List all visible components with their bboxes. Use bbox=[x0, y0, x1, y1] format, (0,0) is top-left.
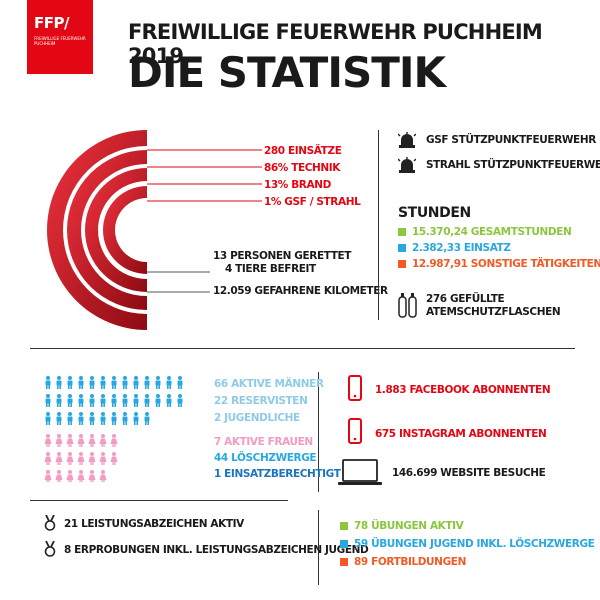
hours-einsatz: 2.382,33 EINSATZ bbox=[412, 242, 511, 254]
siren-icon bbox=[398, 157, 416, 173]
medal-icon bbox=[44, 541, 56, 557]
bottles-line2: ATEMSCHUTZFLASCHEN bbox=[426, 306, 561, 318]
bottles-line1: 276 GEFÜLLTE bbox=[426, 293, 505, 305]
stat-brand: 13% BRAND bbox=[264, 179, 331, 191]
stat-gerettet: 13 PERSONEN GERETTET bbox=[213, 250, 352, 262]
stat-kilometer: 12.059 GEFAHRENE KILOMETER bbox=[213, 285, 388, 297]
social-website: 146.699 WEBSITE BESUCHE bbox=[392, 467, 546, 479]
smartphone-icon bbox=[348, 375, 362, 401]
divider-mid bbox=[318, 372, 319, 492]
logo-org: FREIWILLIGE FEUERWEHR PUCHHEIM bbox=[34, 36, 86, 46]
training-uebungen-jugend: 59 ÜBUNGEN JUGEND INKL. LÖSCHZWERGE bbox=[354, 538, 595, 550]
legend-square-blue bbox=[398, 244, 406, 252]
legend-square-blue bbox=[340, 540, 348, 548]
operations-arcs bbox=[47, 130, 262, 330]
members-aktive-maenner: 66 AKTIVE MÄNNER bbox=[214, 378, 324, 390]
training-aktiv-row: 78 ÜBUNGEN AKTIV bbox=[340, 520, 464, 532]
social-instagram: 675 INSTAGRAM ABONNENTEN bbox=[375, 428, 547, 440]
members-einsatzberechtigt: 1 EINSATZBERECHTIGT bbox=[214, 468, 341, 480]
arc-technik bbox=[67, 150, 147, 310]
air-bottles-icon bbox=[398, 293, 417, 318]
page-subtitle: DIE STATISTIK bbox=[128, 48, 446, 97]
logo-abbr: FFP/ bbox=[34, 14, 69, 32]
training-uebungen-aktiv: 78 ÜBUNGEN AKTIV bbox=[354, 520, 464, 532]
members-loeschzwerge: 44 LÖSCHZWERGE bbox=[214, 452, 317, 464]
hours-heading: STUNDEN bbox=[398, 205, 471, 221]
stat-gsf: 1% GSF / STRAHL bbox=[264, 196, 361, 208]
hours-total: 15.370,24 GESAMTSTUNDEN bbox=[412, 226, 572, 238]
divider-horizontal bbox=[30, 348, 575, 349]
unit-gsf: GSF STÜTZPUNKTFEUERWEHR bbox=[398, 132, 596, 148]
people-grid bbox=[44, 376, 183, 482]
medal-icon bbox=[44, 515, 56, 531]
divider-bottom-left bbox=[30, 500, 288, 501]
badges-jugend: 8 ERPROBUNGEN INKL. LEISTUNGSABZEICHEN J… bbox=[64, 544, 369, 556]
stat-technik: 86% TECHNIK bbox=[264, 162, 341, 174]
social-facebook: 1.883 FACEBOOK ABONNENTEN bbox=[375, 384, 551, 396]
arc-gsf bbox=[103, 186, 147, 274]
training-fortbildungen-row: 89 FORTBILDUNGEN bbox=[340, 556, 466, 568]
hours-total-row: 15.370,24 GESAMTSTUNDEN bbox=[398, 226, 572, 238]
logo: FFP/ FREIWILLIGE FEUERWEHR PUCHHEIM bbox=[27, 0, 93, 74]
unit-strahl-label: STRAHL STÜTZPUNKTFEUERWEHR bbox=[426, 159, 600, 171]
legend-square-green bbox=[398, 228, 406, 236]
divider-top bbox=[378, 130, 379, 320]
training-fortbildungen: 89 FORTBILDUNGEN bbox=[354, 556, 466, 568]
training-jugend-row: 59 ÜBUNGEN JUGEND INKL. LÖSCHZWERGE bbox=[340, 538, 595, 550]
hours-einsatz-row: 2.382,33 EINSATZ bbox=[398, 242, 511, 254]
badges-aktiv: 21 LEISTUNGSABZEICHEN AKTIV bbox=[64, 518, 244, 530]
hours-sonstige-row: 12.987,91 SONSTIGE TÄTIGKEITEN bbox=[398, 258, 600, 270]
unit-strahl: STRAHL STÜTZPUNKTFEUERWEHR bbox=[398, 157, 600, 173]
siren-icon bbox=[398, 132, 416, 148]
divider-bottom bbox=[318, 510, 319, 585]
laptop-icon bbox=[338, 459, 382, 485]
arc-brand bbox=[85, 168, 147, 292]
stat-tiere: 4 TIERE BEFREIT bbox=[225, 263, 316, 275]
hours-sonstige: 12.987,91 SONSTIGE TÄTIGKEITEN bbox=[412, 258, 600, 270]
page-title: FREIWILLIGE FEUERWEHR PUCHHEIM 2019 bbox=[128, 20, 543, 68]
members-reservisten: 22 RESERVISTEN bbox=[214, 395, 308, 407]
arc-einsaetze bbox=[47, 130, 147, 330]
unit-gsf-label: GSF STÜTZPUNKTFEUERWEHR bbox=[426, 134, 596, 146]
stat-einsaetze: 280 EINSÄTZE bbox=[264, 145, 342, 157]
members-aktive-frauen: 7 AKTIVE FRAUEN bbox=[214, 436, 313, 448]
smartphone-icon bbox=[348, 418, 362, 444]
legend-square-orange bbox=[398, 260, 406, 268]
legend-square-orange bbox=[340, 558, 348, 566]
members-jugendliche: 2 JUGENDLICHE bbox=[214, 412, 300, 424]
legend-square-green bbox=[340, 522, 348, 530]
